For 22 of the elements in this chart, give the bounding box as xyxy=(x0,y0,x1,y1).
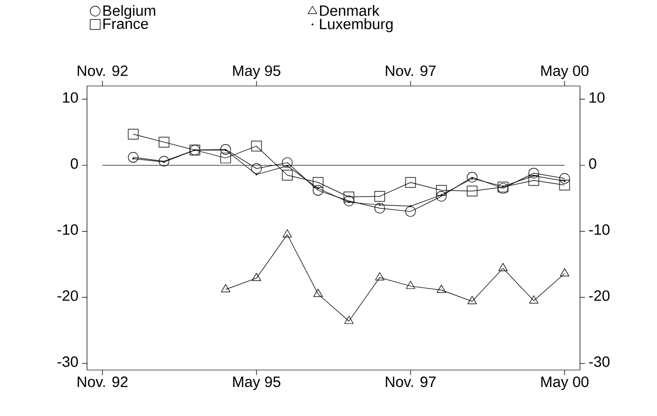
x-tick-label: May 00 xyxy=(541,376,588,390)
legend-label: France xyxy=(103,18,148,29)
legend-label: Belgium xyxy=(103,4,156,19)
y-tick-label: -20 xyxy=(58,290,78,301)
x2-tick-label: Nov. 92 xyxy=(78,65,128,76)
x-tick-label: Nov. 92 xyxy=(78,376,128,388)
x2-tick-label: Nov. 97 xyxy=(386,65,436,76)
legend-label: Denmark xyxy=(320,4,380,16)
y2-tick-label: -30 xyxy=(589,356,610,367)
y2-tick-label: -20 xyxy=(589,290,610,301)
y-tick-label: -30 xyxy=(58,356,78,367)
x2-tick-label: May 95 xyxy=(233,65,280,79)
x2-tick-label: May 00 xyxy=(541,65,588,79)
y-tick-label: -10 xyxy=(58,224,78,235)
y2-tick-label: 10 xyxy=(590,92,605,103)
legend-label: Luxemburg xyxy=(320,18,393,32)
y2-tick-label: 0 xyxy=(589,158,596,169)
y2-tick-label: -10 xyxy=(589,224,610,235)
x-tick-label: May 95 xyxy=(233,376,280,390)
y-tick-label: 10 xyxy=(63,92,78,103)
x-tick-label: Nov. 97 xyxy=(386,376,436,388)
y-tick-label: 0 xyxy=(70,158,78,169)
